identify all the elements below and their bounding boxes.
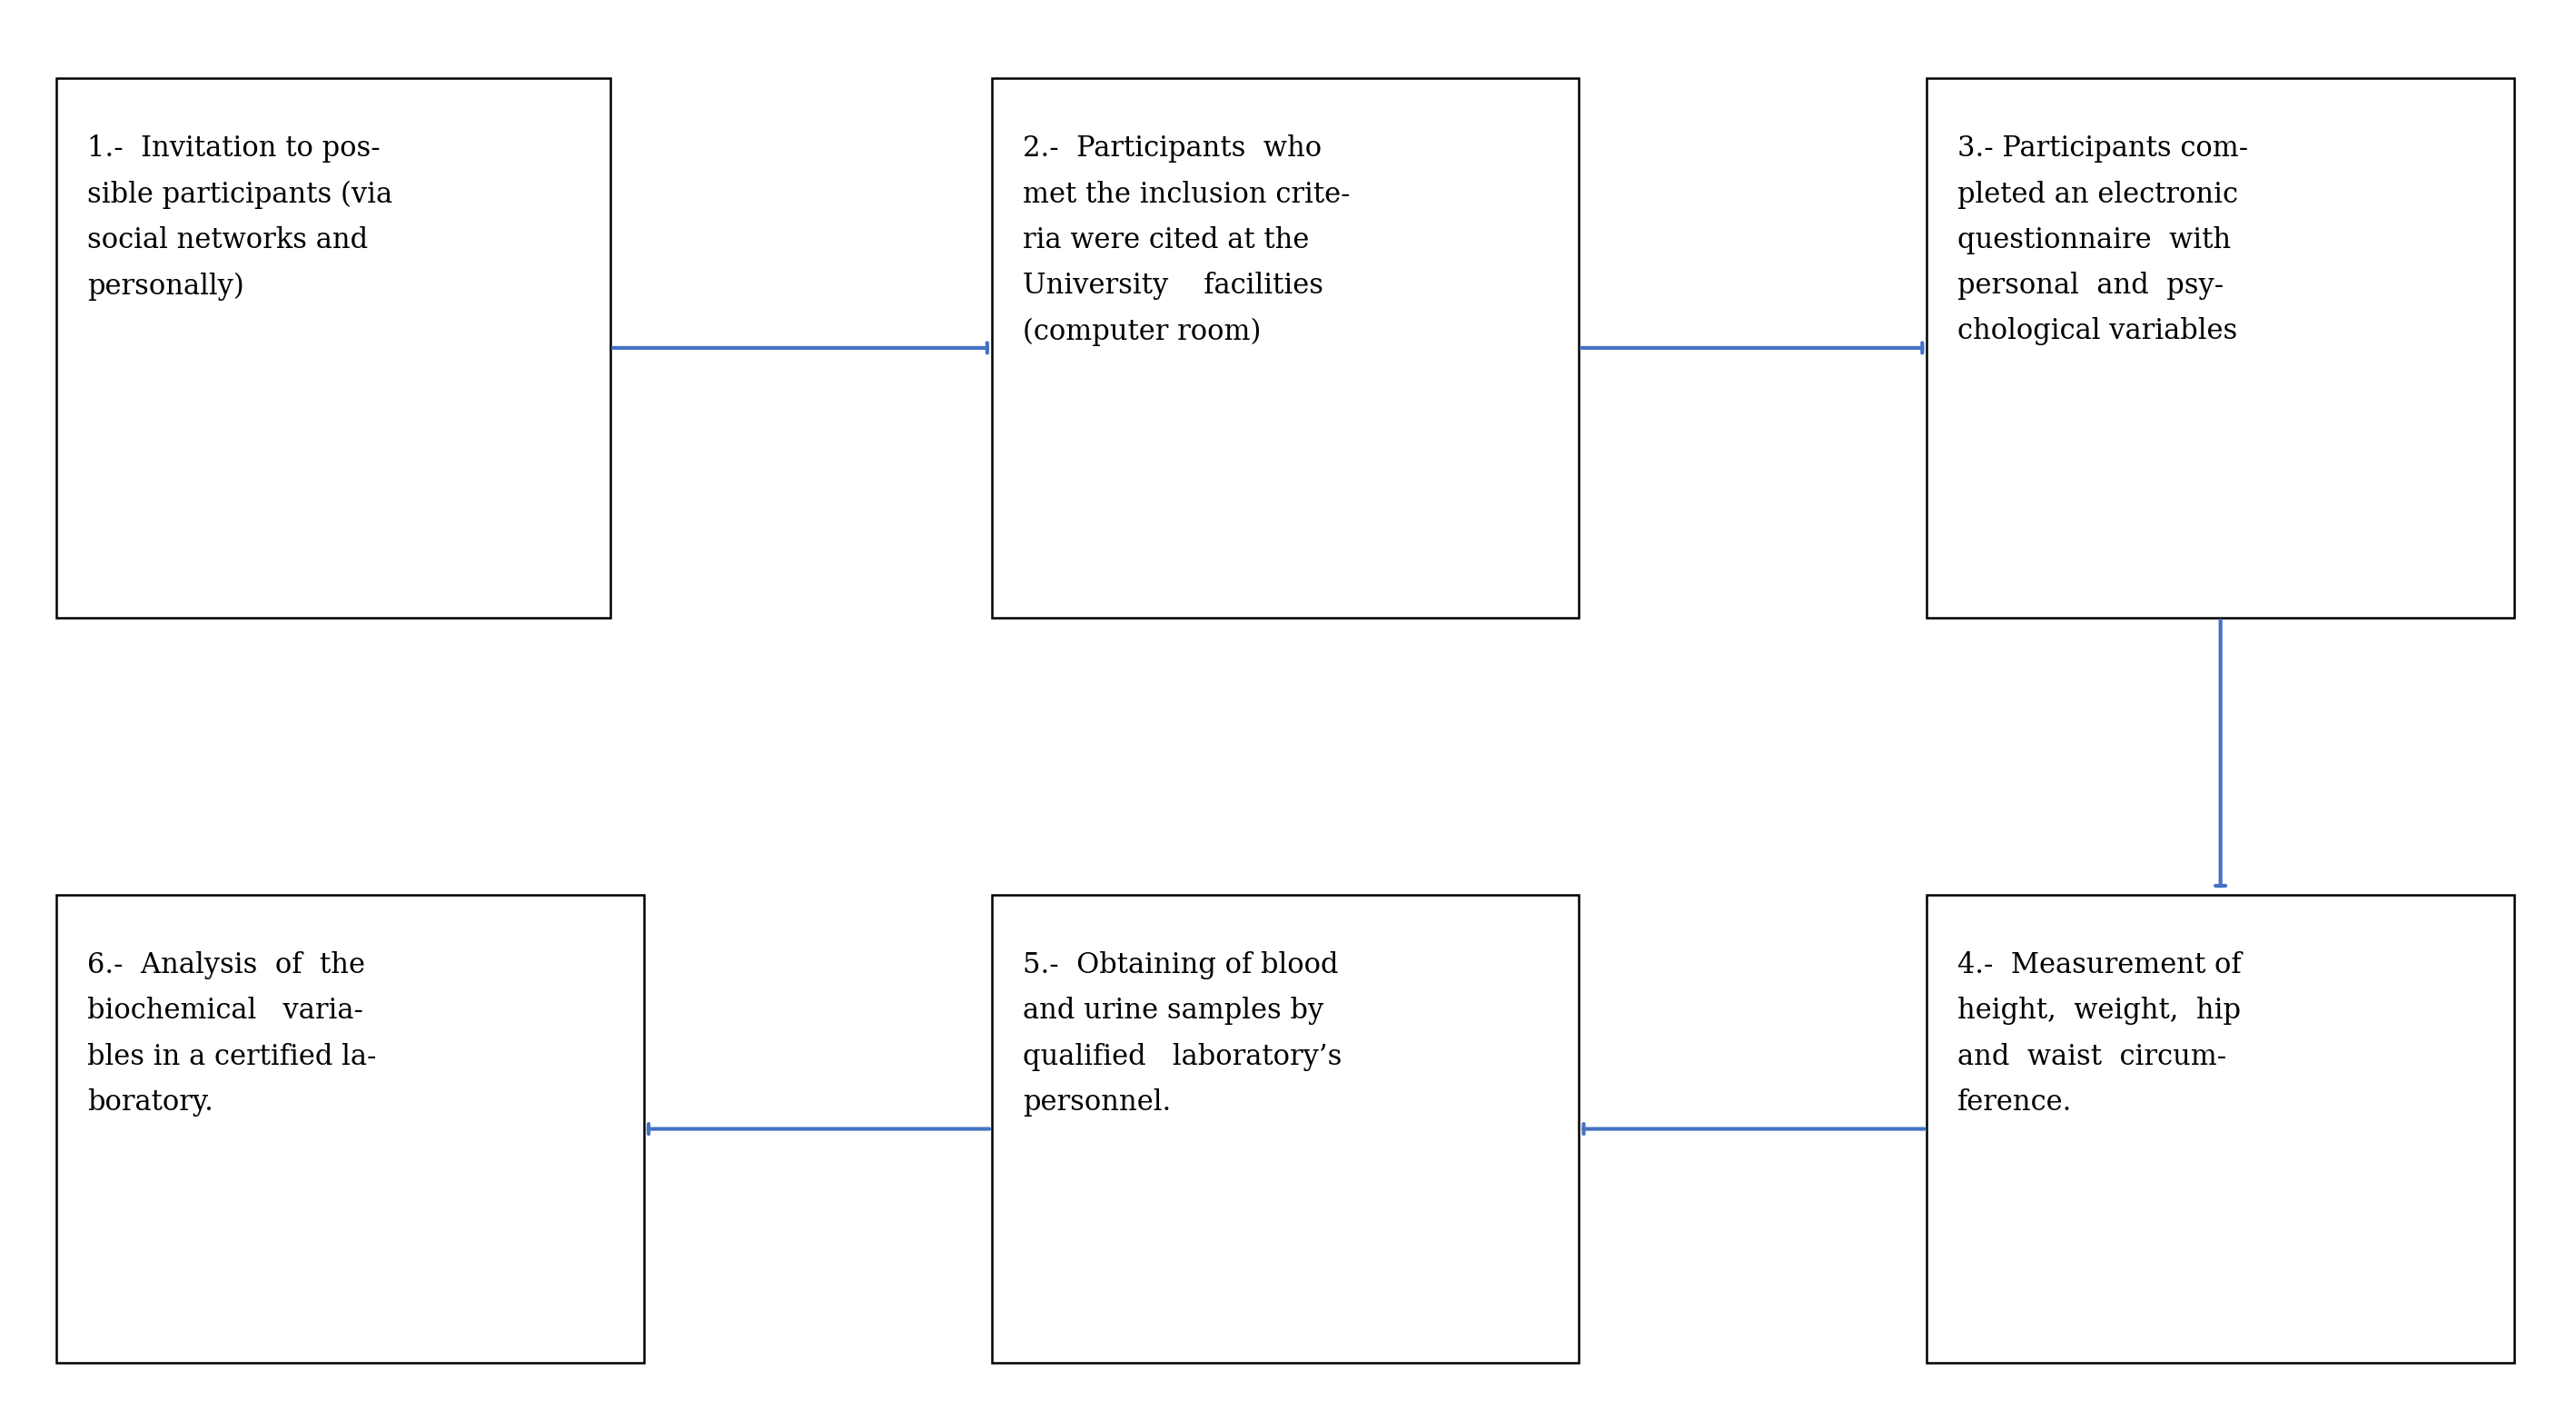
FancyBboxPatch shape xyxy=(57,78,611,618)
FancyBboxPatch shape xyxy=(57,895,644,1363)
Text: 3.- Participants com-
pleted an electronic
questionnaire  with
personal  and  ps: 3.- Participants com- pleted an electron… xyxy=(1958,135,2249,345)
Text: 2.-  Participants  who
met the inclusion crite-
ria were cited at the
University: 2.- Participants who met the inclusion c… xyxy=(1023,135,1350,346)
Text: 5.-  Obtaining of blood
and urine samples by
qualified   laboratory’s
personnel.: 5.- Obtaining of blood and urine samples… xyxy=(1023,951,1342,1116)
FancyBboxPatch shape xyxy=(992,895,1579,1363)
Text: 6.-  Analysis  of  the
biochemical   varia-
bles in a certified la-
boratory.: 6.- Analysis of the biochemical varia- b… xyxy=(88,951,376,1116)
Text: 1.-  Invitation to pos-
sible participants (via
social networks and
personally): 1.- Invitation to pos- sible participant… xyxy=(88,135,394,301)
FancyBboxPatch shape xyxy=(992,78,1579,618)
FancyBboxPatch shape xyxy=(1927,895,2514,1363)
FancyBboxPatch shape xyxy=(1927,78,2514,618)
Text: 4.-  Measurement of
height,  weight,  hip
and  waist  circum-
ference.: 4.- Measurement of height, weight, hip a… xyxy=(1958,951,2241,1116)
